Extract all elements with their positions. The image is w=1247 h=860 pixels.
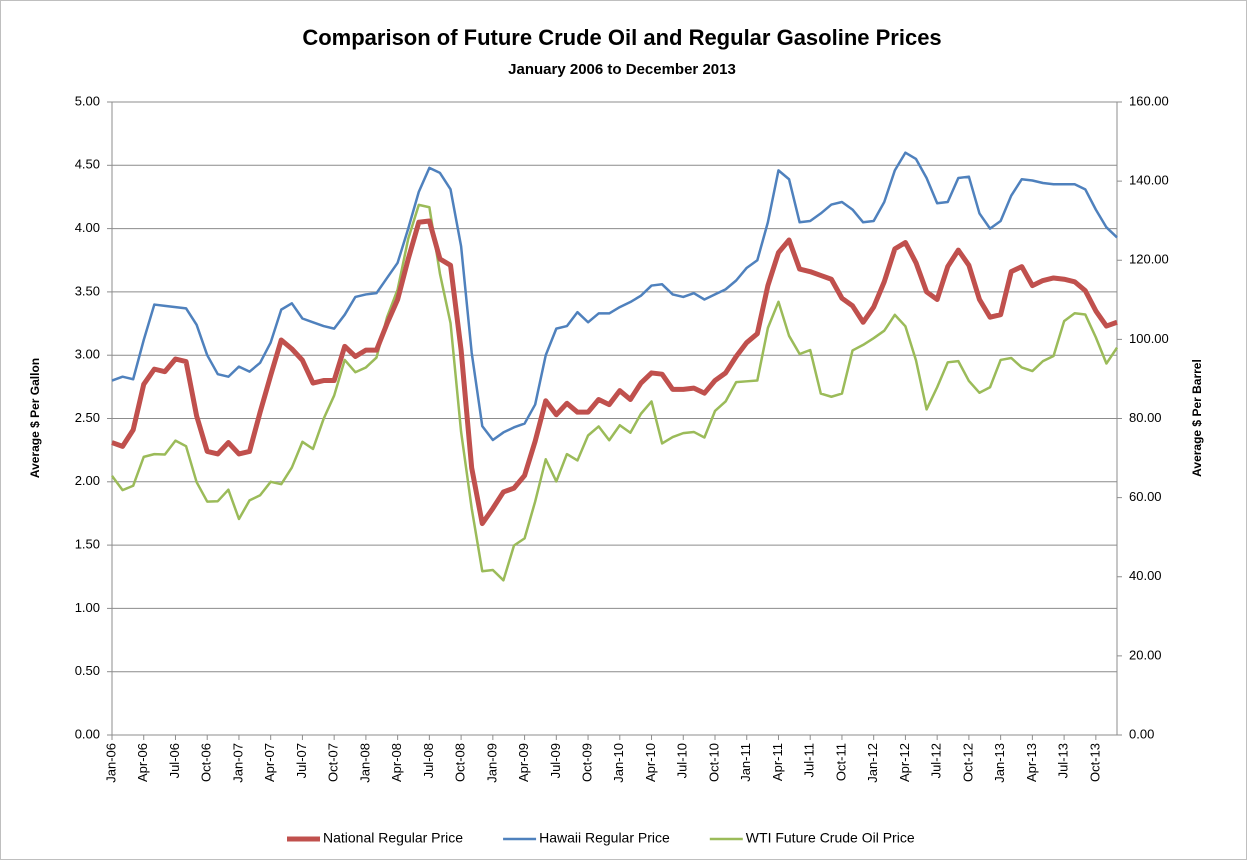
series-line xyxy=(111,218,1118,527)
y2-axis-title: Average $ Per Barrel xyxy=(1190,359,1204,477)
legend: National Regular Price Hawaii Regular Pri… xyxy=(287,830,915,846)
series-line xyxy=(110,203,1119,582)
y-tick-label: 0.00 xyxy=(75,726,100,741)
x-tick-label: Oct-09 xyxy=(579,743,594,782)
series-line xyxy=(111,151,1118,442)
x-tick-label: Jan-11 xyxy=(738,743,753,782)
x-tick-label: Oct-11 xyxy=(833,743,848,781)
x-tick-label: Jan-06 xyxy=(103,743,118,783)
x-tick-label: Oct-06 xyxy=(199,743,214,782)
y-tick-label: 4.00 xyxy=(75,220,100,235)
x-tick-label: Jul-07 xyxy=(294,743,309,778)
x-tick-label: Jan-13 xyxy=(992,743,1007,783)
x-tick-label: Jul-08 xyxy=(421,743,436,778)
y-tick-label: 0.50 xyxy=(75,663,100,678)
x-tick-label: Apr-07 xyxy=(262,743,277,782)
legend-label: National Regular Price xyxy=(323,830,463,846)
y2-tick-label: 20.00 xyxy=(1129,647,1162,662)
y-tick-label: 1.50 xyxy=(75,537,100,552)
x-tick-label: Apr-12 xyxy=(897,743,912,782)
x-tick-label: Apr-08 xyxy=(389,743,404,782)
x-tick-label: Jul-06 xyxy=(167,743,182,778)
chart-title: Comparison of Future Crude Oil and Regul… xyxy=(302,25,941,50)
y2-tick-label: 100.00 xyxy=(1129,331,1169,346)
x-tick-label: Jul-11 xyxy=(802,743,817,777)
y2-tick-label: 40.00 xyxy=(1129,568,1162,583)
y-tick-label: 4.50 xyxy=(75,157,100,172)
y2-tick-label: 80.00 xyxy=(1129,410,1162,425)
y2-tick-label: 60.00 xyxy=(1129,489,1162,504)
legend-label: WTI Future Crude Oil Price xyxy=(746,830,915,846)
y-tick-label: 5.00 xyxy=(75,93,100,108)
x-tick-label: Apr-13 xyxy=(1024,743,1039,782)
y-tick-label: 2.00 xyxy=(75,473,100,488)
chart-subtitle: January 2006 to December 2013 xyxy=(508,61,736,78)
x-tick-label: Jan-09 xyxy=(484,743,499,783)
y2-tick-label: 120.00 xyxy=(1129,252,1169,267)
y2-tick-label: 160.00 xyxy=(1129,93,1169,108)
x-tick-label: Apr-09 xyxy=(516,743,531,782)
x-tick-label: Jan-12 xyxy=(865,743,880,783)
x-tick-label: Oct-10 xyxy=(706,743,721,782)
y2-tick-label: 0.00 xyxy=(1129,726,1154,741)
x-tick-label: Apr-11 xyxy=(770,743,785,781)
x-tick-label: Jul-13 xyxy=(1056,743,1071,778)
x-tick-label: Jul-10 xyxy=(675,743,690,778)
y2-tick-label: 140.00 xyxy=(1129,173,1169,188)
y-tick-label: 1.00 xyxy=(75,600,100,615)
x-tick-label: Apr-06 xyxy=(135,743,150,782)
x-tick-label: Oct-08 xyxy=(453,743,468,782)
x-tick-label: Jan-08 xyxy=(357,743,372,783)
x-tick-label: Jul-09 xyxy=(548,743,563,778)
x-tick-label: Oct-13 xyxy=(1087,743,1102,782)
y-axis-title: Average $ Per Gallon xyxy=(28,358,42,478)
x-tick-label: Oct-12 xyxy=(960,743,975,782)
x-tick-label: Jan-07 xyxy=(230,743,245,783)
x-tick-label: Apr-10 xyxy=(643,743,658,782)
legend-label: Hawaii Regular Price xyxy=(539,830,670,846)
y-tick-label: 2.50 xyxy=(75,410,100,425)
y-tick-label: 3.00 xyxy=(75,347,100,362)
x-tick-label: Oct-07 xyxy=(326,743,341,782)
x-tick-label: Jan-10 xyxy=(611,743,626,783)
y-tick-label: 3.50 xyxy=(75,283,100,298)
x-tick-label: Jul-12 xyxy=(929,743,944,778)
